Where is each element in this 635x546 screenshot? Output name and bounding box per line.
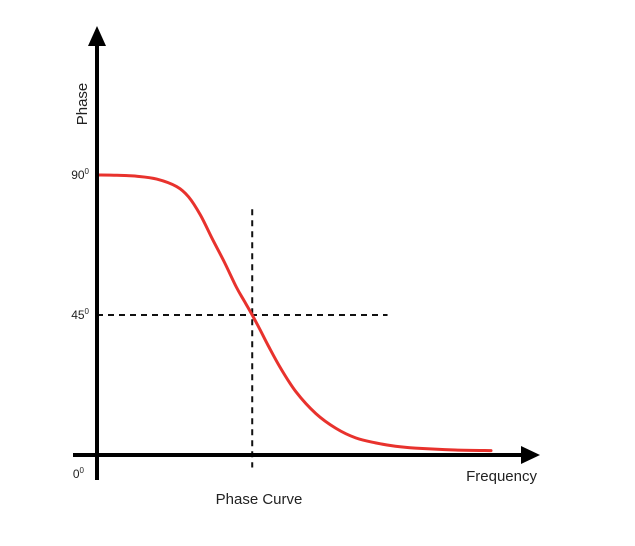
y-tick-label: 450 [71, 307, 89, 322]
phase-curve-line-0 [95, 173, 493, 453]
y-tick-label: 900 [71, 167, 89, 182]
x-axis-arrow-icon [521, 446, 540, 464]
y-axis-title: Phase [74, 83, 91, 126]
axes [73, 26, 540, 480]
chart-title: Phase Curve [216, 491, 303, 508]
y-axis-arrow-icon [88, 26, 106, 46]
guide-lines [97, 209, 388, 468]
y-tick-label: 00 [73, 466, 85, 481]
series-layer [95, 173, 493, 453]
x-axis-title: Frequency [466, 468, 537, 485]
labels: 00 450 900 Frequency Phase Phase Curve [71, 83, 537, 508]
